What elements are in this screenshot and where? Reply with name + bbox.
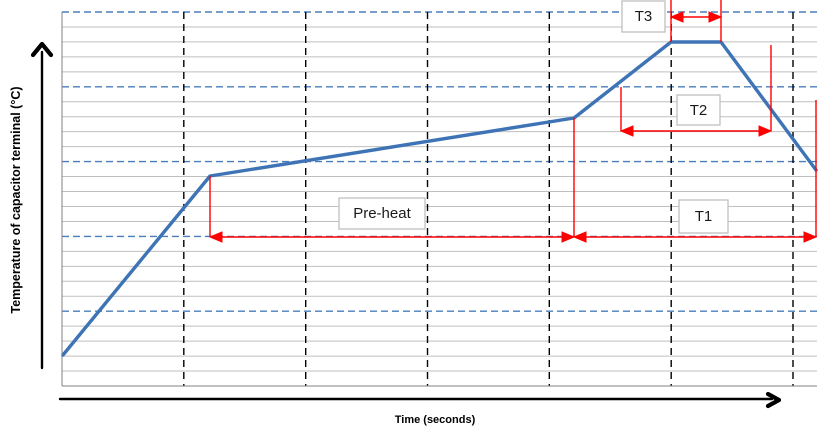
svg-text:Temperature of capacitor termi: Temperature of capacitor terminal (°C) xyxy=(9,86,23,313)
svg-text:T2: T2 xyxy=(690,102,708,119)
svg-text:Pre-heat: Pre-heat xyxy=(353,205,411,222)
svg-text:Time (seconds): Time (seconds) xyxy=(395,414,476,426)
svg-text:T3: T3 xyxy=(635,8,653,25)
svg-text:T1: T1 xyxy=(695,208,713,225)
